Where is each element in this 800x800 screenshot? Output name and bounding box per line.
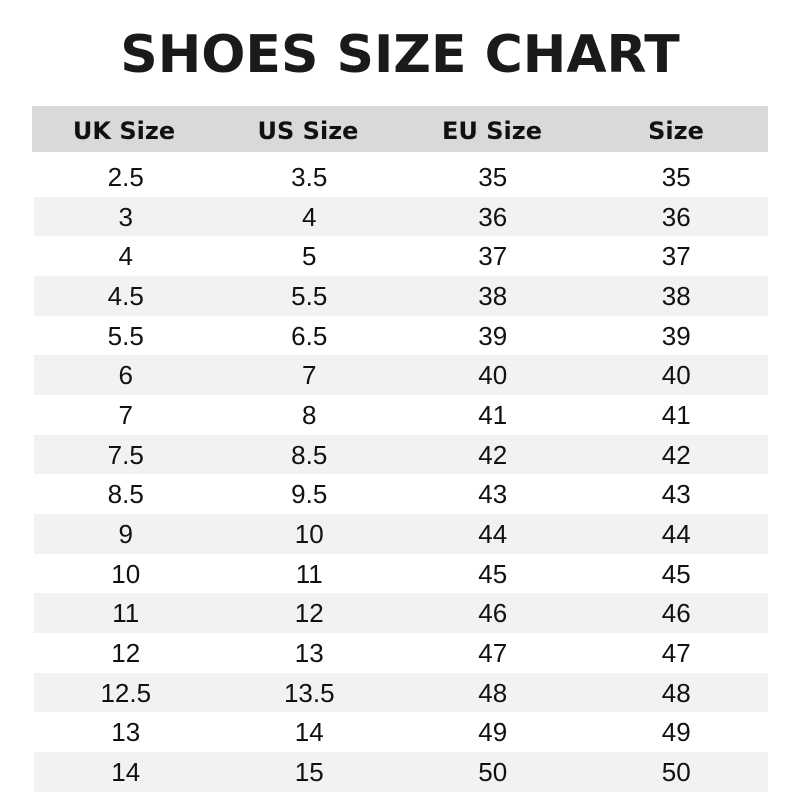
- uk-size-cell: 4.5: [107, 280, 144, 311]
- column-header-eu-size: EU Size: [442, 117, 542, 145]
- uk-size-cell: 9: [118, 518, 133, 549]
- us-size-cell: 4: [302, 201, 317, 232]
- table-header: UK Size US Size EU Size Size: [32, 106, 768, 152]
- us-size-cell: 13.5: [283, 677, 335, 708]
- size-cell: 41: [661, 399, 691, 430]
- column-header-size: Size: [648, 117, 704, 145]
- table-row: 2.5 3.5 35 35: [34, 157, 768, 197]
- eu-size-cell: 37: [478, 241, 508, 272]
- size-cell: 50: [661, 756, 691, 787]
- us-size-cell: 3.5: [291, 162, 328, 192]
- size-cell: 43: [661, 479, 691, 510]
- uk-size-cell: 3: [118, 201, 133, 232]
- table-row: 9 10 44 44: [34, 513, 768, 554]
- table-row: 12 13 47 47: [34, 633, 768, 673]
- us-size-cell: 8.5: [291, 439, 328, 470]
- eu-size-cell: 49: [478, 717, 508, 748]
- uk-size-cell: 4: [118, 241, 133, 272]
- size-cell: 47: [661, 637, 691, 668]
- page-title: SHOES SIZE CHART: [120, 25, 680, 85]
- table-row: 11 12 46 46: [34, 593, 768, 633]
- us-size-cell: 13: [294, 637, 324, 668]
- eu-size-cell: 48: [478, 677, 508, 708]
- uk-size-cell: 7.5: [107, 439, 144, 470]
- column-header-uk-size: UK Size: [72, 117, 176, 145]
- us-size-cell: 9.5: [291, 479, 328, 510]
- eu-size-cell: 36: [478, 201, 508, 232]
- eu-size-cell: 41: [478, 399, 508, 430]
- uk-size-cell: 12: [111, 637, 141, 668]
- eu-size-cell: 39: [478, 320, 508, 351]
- us-size-cell: 15: [294, 756, 324, 787]
- us-size-cell: 12: [294, 598, 324, 629]
- eu-size-cell: 40: [478, 360, 508, 391]
- table-row: 7 8 41 41: [34, 395, 768, 435]
- us-size-cell: 14: [294, 717, 324, 748]
- eu-size-cell: 45: [478, 558, 508, 589]
- table-row: 6 7 40 40: [34, 355, 768, 395]
- eu-size-cell: 43: [478, 479, 508, 510]
- column-header-us-size: US Size: [257, 117, 359, 145]
- eu-size-cell: 35: [478, 162, 508, 192]
- uk-size-cell: 6: [118, 360, 133, 391]
- us-size-cell: 5.5: [291, 280, 328, 311]
- us-size-cell: 11: [295, 558, 323, 589]
- table-row: 8.5 9.5 43 43: [34, 474, 768, 514]
- eu-size-cell: 47: [478, 637, 508, 668]
- size-cell: 39: [661, 320, 691, 351]
- table-row: 10 11 45 45: [34, 554, 768, 594]
- size-cell: 35: [661, 162, 691, 192]
- size-cell: 49: [661, 717, 691, 748]
- size-cell: 40: [661, 360, 691, 391]
- table-row: 12.5 13.5 48 48: [34, 672, 768, 713]
- size-cell: 46: [661, 598, 691, 629]
- table-row: 7.5 8.5 42 42: [34, 434, 768, 475]
- uk-size-cell: 14: [111, 756, 141, 787]
- table-body: 2.5 3.5 35 35 3 4 36 36 4 5 37 37 4.5 5.5 38 38 5.5 6.5 39…: [34, 157, 768, 792]
- uk-size-cell: 13: [111, 717, 141, 748]
- uk-size-cell: 7: [118, 399, 133, 430]
- table-row: 3 4 36 36: [34, 196, 768, 237]
- uk-size-cell: 8.5: [107, 479, 144, 510]
- table-row: 4.5 5.5 38 38: [34, 275, 768, 316]
- eu-size-cell: 46: [478, 598, 508, 629]
- eu-size-cell: 42: [478, 439, 508, 470]
- uk-size-cell: 11: [112, 598, 140, 629]
- size-cell: 37: [661, 241, 691, 272]
- size-cell: 42: [661, 439, 691, 470]
- us-size-cell: 6.5: [291, 320, 328, 351]
- table-row: 13 14 49 49: [34, 712, 768, 752]
- uk-size-cell: 12.5: [100, 677, 152, 708]
- us-size-cell: 5: [302, 241, 317, 272]
- size-cell: 45: [661, 558, 691, 589]
- size-cell: 48: [661, 677, 691, 708]
- uk-size-cell: 2.5: [107, 162, 144, 192]
- table-row: 5.5 6.5 39 39: [34, 316, 768, 356]
- uk-size-cell: 5.5: [107, 320, 144, 351]
- eu-size-cell: 44: [478, 518, 508, 549]
- size-cell: 44: [661, 518, 691, 549]
- table-row: 4 5 37 37: [34, 236, 768, 276]
- eu-size-cell: 38: [478, 280, 508, 311]
- us-size-cell: 7: [302, 360, 317, 391]
- us-size-cell: 10: [294, 518, 324, 549]
- us-size-cell: 8: [302, 399, 317, 430]
- eu-size-cell: 50: [478, 756, 508, 787]
- size-cell: 38: [661, 280, 691, 311]
- uk-size-cell: 10: [111, 558, 141, 589]
- size-cell: 36: [661, 201, 691, 232]
- table-row: 14 15 50 50: [34, 751, 768, 792]
